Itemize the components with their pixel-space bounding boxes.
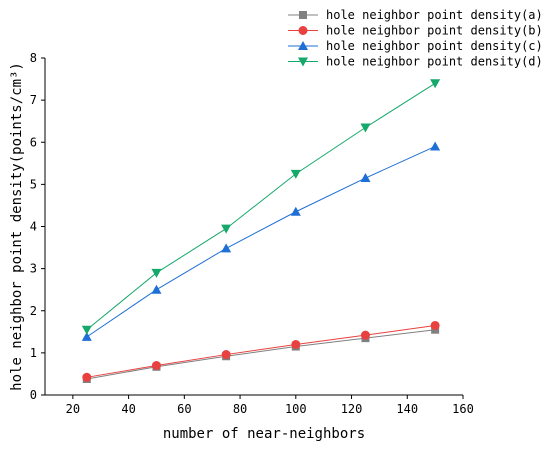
series-2-point (151, 284, 162, 294)
y-tick-label: 4 (30, 220, 37, 234)
y-tick-label: 5 (30, 177, 37, 191)
series-3-point (290, 169, 301, 179)
series-2-point (221, 243, 232, 253)
x-tick-label: 60 (177, 402, 191, 416)
series-line-1 (86, 324, 436, 378)
series-2-point (290, 206, 301, 216)
x-tick-label: 20 (66, 402, 80, 416)
legend-label-3: hole neighbor point density(d) (326, 55, 543, 69)
series-3-point (430, 79, 441, 89)
series-1-point (430, 320, 440, 330)
y-tick-label: 1 (30, 346, 37, 360)
series-3-point (221, 224, 232, 234)
legend-label-2: hole neighbor point density(c) (326, 39, 543, 53)
legend-marker-1 (298, 26, 308, 35)
x-tick-label: 80 (233, 402, 247, 416)
series-line-0 (86, 329, 436, 380)
series-1-point (151, 361, 161, 371)
legend-marker-0 (299, 11, 307, 19)
y-tick-label: 8 (30, 51, 37, 65)
y-tick-label: 0 (30, 388, 37, 402)
x-tick-label: 160 (452, 402, 474, 416)
y-tick-label: 6 (30, 135, 37, 149)
y-axis-label: hole neighbor point density(points/cm³) (9, 62, 25, 391)
series-2-point (430, 141, 441, 151)
y-tick-label: 3 (30, 262, 37, 276)
legend-label-0: hole neighbor point density(a) (326, 8, 543, 22)
legend-marker-2 (298, 41, 308, 50)
series-1-point (291, 339, 301, 349)
series-1-point (221, 350, 231, 360)
series-3-point (360, 123, 371, 133)
series-line-3 (86, 82, 436, 331)
series-3-point (81, 325, 92, 335)
series-line-2 (86, 146, 436, 338)
x-tick-label: 40 (121, 402, 135, 416)
legend-label-1: hole neighbor point density(b) (326, 24, 543, 38)
x-tick-label: 140 (396, 402, 418, 416)
x-tick-label: 120 (341, 402, 363, 416)
x-tick-label: 100 (285, 402, 307, 416)
y-tick-label: 7 (30, 93, 37, 107)
series-3-point (151, 268, 162, 278)
legend-marker-3 (298, 57, 308, 67)
y-tick-label: 2 (30, 304, 37, 318)
series-2-point (360, 173, 371, 183)
x-axis-label: number of near-neighbors (163, 426, 365, 442)
series-1-point (82, 372, 92, 382)
series-1-point (360, 330, 370, 340)
series-2-point (81, 331, 92, 341)
